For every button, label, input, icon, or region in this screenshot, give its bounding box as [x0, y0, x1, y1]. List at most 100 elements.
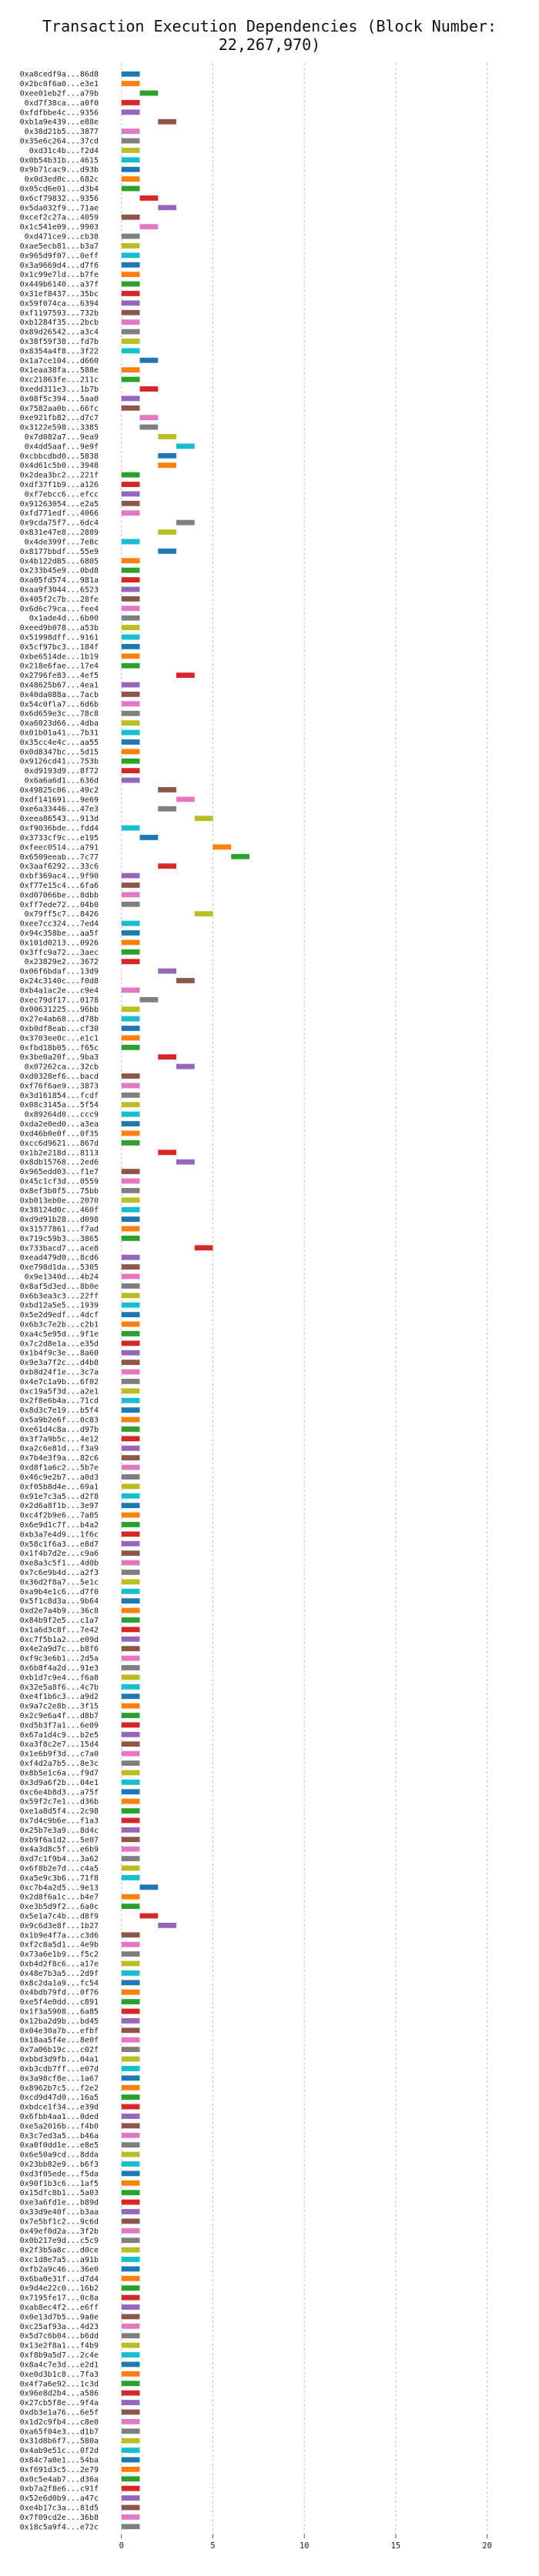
transaction-bar — [121, 300, 140, 306]
transaction-bar — [121, 2495, 140, 2501]
transaction-bar — [121, 2132, 140, 2138]
transaction-bar — [121, 1331, 140, 1336]
x-tick-label: 20 — [482, 2541, 492, 2551]
transaction-bar — [121, 2123, 140, 2129]
transaction-bar — [139, 195, 159, 201]
transaction-bar — [121, 1636, 140, 1642]
y-tick-label: 0x6fbb4aa1...0ded — [20, 2113, 99, 2121]
transaction-bar — [121, 109, 140, 115]
y-tick-label: 0xee01eb2f...a79b — [20, 90, 99, 98]
y-tick-label: 0xd3f05ede...f5da — [20, 2170, 99, 2178]
transaction-bar — [121, 2237, 140, 2244]
y-tick-label: 0xa65f04e3...d1b7 — [20, 2428, 99, 2436]
transaction-bar — [176, 1159, 195, 1165]
transaction-bar — [139, 415, 159, 421]
y-tick-label: 0x6d659e3c...78c8 — [20, 710, 99, 719]
transaction-bar — [176, 519, 195, 526]
transaction-bar — [121, 1254, 140, 1260]
y-tick-label: 0x8b5e1c6a...f9d7 — [20, 1769, 99, 1777]
y-tick-label: 0x6d6c79ca...fee4 — [20, 605, 99, 613]
transaction-bar — [121, 1874, 140, 1880]
y-tick-label: 0x3733cf9c...e195 — [20, 834, 99, 843]
y-tick-label: 0x12ba2d9b...bd45 — [20, 2017, 99, 2026]
y-tick-label: 0x101d0213...0926 — [20, 939, 99, 947]
transaction-bar — [121, 1560, 140, 1566]
transaction-bar — [121, 1350, 140, 1356]
transaction-bar — [158, 863, 176, 869]
y-tick-label: 0x01b01a41...7b31 — [20, 729, 99, 738]
y-tick-label: 0xb7a2f8e6...c91f — [20, 2485, 99, 2494]
bars-layer — [121, 71, 249, 2530]
transaction-bar — [158, 529, 176, 535]
transaction-bar — [121, 1770, 140, 1776]
transaction-bar — [121, 892, 140, 898]
y-tick-label: 0x79ff5c7...8426 — [25, 910, 99, 919]
y-tick-label: 0x35e6c264...37cd — [20, 138, 99, 146]
transaction-bar — [121, 2066, 140, 2071]
y-tick-label: 0xbd12a5e5...1939 — [20, 1302, 99, 1310]
transaction-bar — [121, 1092, 140, 1098]
y-tick-label: 0xc21863fe...211c — [20, 376, 99, 385]
y-tick-label: 0x7c2d8e1a...e35d — [20, 1340, 99, 1348]
y-tick-label: 0x73a6e1b9...f5c2 — [20, 1950, 99, 1959]
y-tick-label: 0x831e47e8...2889 — [20, 529, 99, 537]
transaction-bar — [176, 672, 195, 679]
y-tick-label: 0xeea86543...913d — [20, 815, 99, 823]
y-tick-label: 0xec79df17...0178 — [20, 996, 99, 1005]
transaction-bar — [121, 2418, 140, 2424]
y-tick-label: 0x48e7b3a5...2d9f — [20, 1970, 99, 1978]
transaction-bar — [176, 1063, 195, 1069]
transaction-bar — [121, 920, 140, 926]
transaction-bar — [121, 653, 140, 659]
y-tick-label: 0x5f1c8d3a...9b64 — [20, 1597, 99, 1606]
y-tick-label: 0xb8d24f1e...3c7a — [20, 1369, 99, 1377]
y-tick-label: 0x4bdb79fd...0f76 — [20, 1989, 99, 1997]
y-tick-label: 0x18aa5f4e...8e0f — [20, 2037, 99, 2045]
y-tick-label: 0xb3cdb7ff...e07d — [20, 2065, 99, 2074]
transaction-bar — [121, 1789, 140, 1795]
y-tick-label: 0x31577861...f7ad — [20, 1225, 99, 1233]
y-tick-label: 0x96e8d2b4...a586 — [20, 2390, 99, 2398]
transaction-bar — [121, 2084, 140, 2090]
transaction-bar — [121, 1570, 140, 1575]
y-tick-label: 0xe6a33446...47e3 — [20, 806, 99, 814]
y-tick-label: 0x3c7ed3a5...b46a — [20, 2132, 99, 2141]
transaction-bar — [121, 1006, 140, 1013]
y-tick-label: 0x9a7c2e8b...3f15 — [20, 1703, 99, 1711]
y-tick-label: 0xfbd18b05...f65c — [20, 1044, 99, 1053]
transaction-bar — [213, 844, 232, 850]
transaction-bar — [121, 2247, 140, 2253]
y-tick-label: 0x46c9e2b7...a0d3 — [20, 1473, 99, 1482]
y-tick-label: 0x08c3145a...5f54 — [20, 1101, 99, 1109]
y-tick-label: 0x2dea3bc2...221f — [20, 472, 99, 480]
y-tick-label: 0xdf37f1b9...a126 — [20, 481, 99, 489]
y-tick-label: 0x1e6b9f3d...c7a0 — [20, 1750, 99, 1759]
transaction-bar — [121, 233, 140, 239]
transaction-bar — [121, 185, 140, 192]
transaction-bar — [121, 2466, 140, 2472]
transaction-bar — [121, 1493, 140, 1499]
y-tick-label: 0x405f2c7b...28fe — [20, 596, 99, 604]
transaction-bar — [121, 2018, 140, 2024]
y-tick-label: 0xa9b4e1c6...d7f0 — [20, 1588, 99, 1597]
y-tick-label: 0x4b122d85...6805 — [20, 557, 99, 566]
transaction-bar — [121, 1512, 140, 1518]
transaction-bar — [121, 2027, 140, 2034]
y-tick-label: 0x27e4ab68...d78b — [20, 1016, 99, 1024]
y-tick-label: 0x0d3ed0c...682c — [25, 175, 99, 184]
x-tick-label: 0 — [119, 2541, 124, 2551]
transaction-bar — [121, 2304, 140, 2310]
y-tick-label: 0xd9193d9...8f72 — [25, 767, 99, 776]
y-tick-label: 0xaa9f3044...6523 — [20, 586, 99, 594]
y-tick-label: 0x5e2d9edf...4dcf — [20, 1311, 99, 1320]
y-tick-label: 0x59f074ca...6394 — [20, 299, 99, 308]
transaction-bar — [121, 1540, 140, 1547]
x-tick-label: 10 — [300, 2541, 310, 2551]
transaction-bar — [121, 176, 140, 182]
transaction-bar — [121, 768, 140, 774]
transaction-bar — [121, 1617, 140, 1623]
y-tick-label: 0xb1a9e439...e88e — [20, 118, 99, 127]
transaction-bar — [121, 2209, 140, 2214]
y-tick-label: 0x6b3c7e2b...c2b1 — [20, 1321, 99, 1330]
transaction-bar — [121, 1760, 140, 1766]
